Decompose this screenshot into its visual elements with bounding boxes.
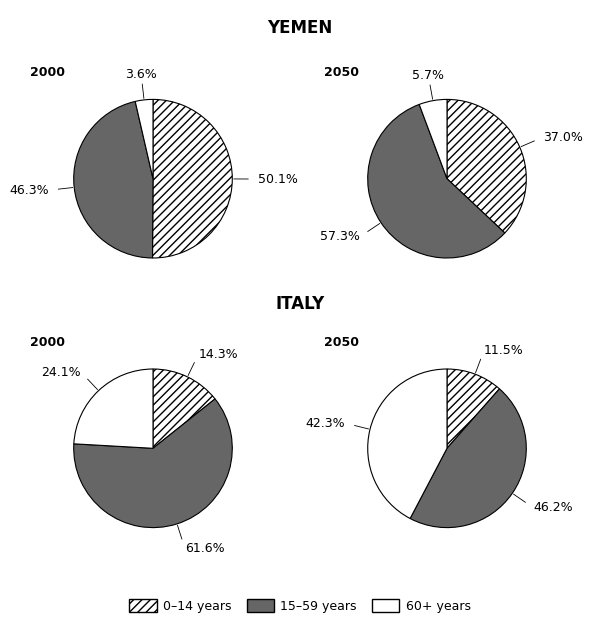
Text: 2050: 2050 xyxy=(324,66,359,79)
Text: ITALY: ITALY xyxy=(275,295,325,313)
Text: 42.3%: 42.3% xyxy=(306,417,346,429)
Wedge shape xyxy=(368,105,505,258)
Wedge shape xyxy=(153,369,215,448)
Text: 5.7%: 5.7% xyxy=(412,69,445,82)
Wedge shape xyxy=(135,100,153,179)
Wedge shape xyxy=(447,100,526,233)
Text: 61.6%: 61.6% xyxy=(185,542,224,554)
Text: 2050: 2050 xyxy=(324,335,359,349)
Text: YEMEN: YEMEN xyxy=(268,19,332,37)
Wedge shape xyxy=(152,100,232,258)
Wedge shape xyxy=(74,369,153,448)
Wedge shape xyxy=(74,399,232,527)
Text: 50.1%: 50.1% xyxy=(257,172,298,186)
Text: 3.6%: 3.6% xyxy=(125,68,157,81)
Text: 11.5%: 11.5% xyxy=(484,344,524,357)
Text: 14.3%: 14.3% xyxy=(199,347,238,361)
Wedge shape xyxy=(410,389,526,527)
Text: 46.2%: 46.2% xyxy=(533,501,573,514)
Text: 2000: 2000 xyxy=(30,66,65,79)
Text: 2000: 2000 xyxy=(30,335,65,349)
Text: 57.3%: 57.3% xyxy=(320,230,360,243)
Wedge shape xyxy=(74,102,153,258)
Wedge shape xyxy=(368,369,447,519)
Wedge shape xyxy=(419,100,447,179)
Legend: 0–14 years, 15–59 years, 60+ years: 0–14 years, 15–59 years, 60+ years xyxy=(124,594,476,618)
Text: 37.0%: 37.0% xyxy=(543,130,583,144)
Text: 24.1%: 24.1% xyxy=(41,366,81,379)
Text: 46.3%: 46.3% xyxy=(10,184,49,197)
Wedge shape xyxy=(447,369,499,448)
